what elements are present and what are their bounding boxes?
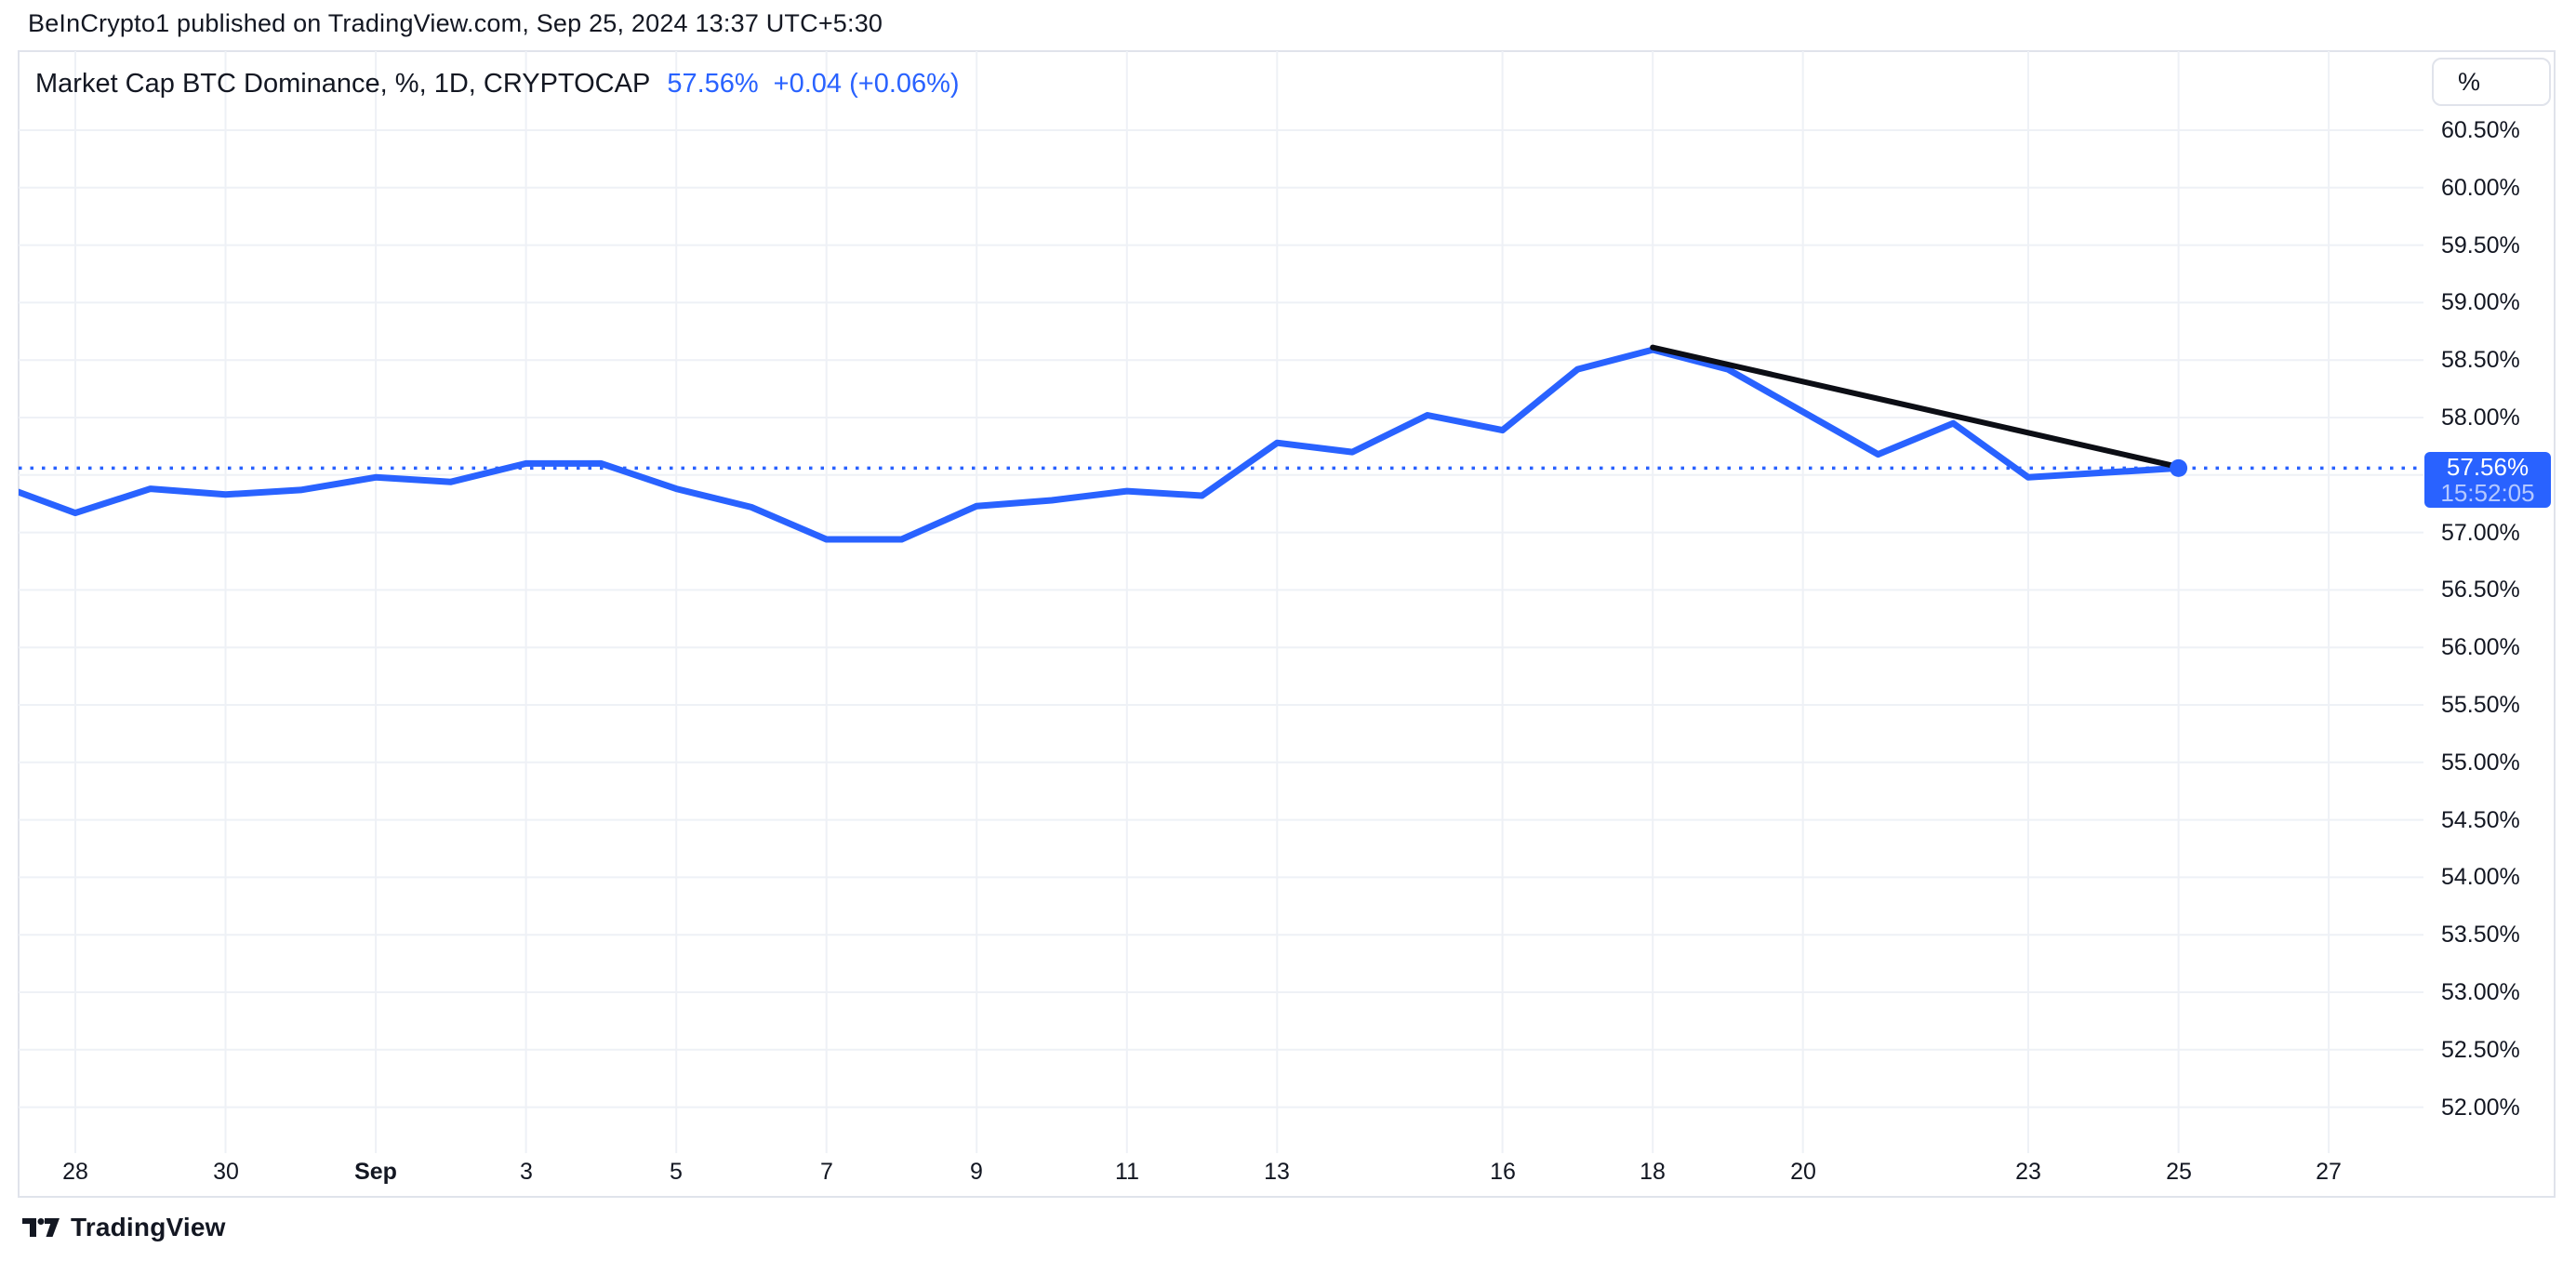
published-attribution: BeInCrypto1 published on TradingView.com…	[28, 9, 883, 37]
price-axis[interactable]: 60.50% 60.00% 59.50% 59.00% 58.50% 58.00% 57.0…	[2423, 51, 2556, 1153]
time-axis-label: Sep	[354, 1159, 397, 1185]
time-axis-label: 9	[970, 1159, 983, 1185]
trend-line[interactable]	[1650, 344, 2182, 471]
price-axis-label: 59.00%	[2441, 289, 2520, 315]
price-axis-label: 58.50%	[2441, 347, 2520, 373]
price-axis-label: 53.00%	[2441, 979, 2520, 1005]
price-axis-label: 59.50%	[2441, 232, 2520, 259]
time-axis-label: 18	[1640, 1159, 1666, 1185]
price-axis-label: 54.50%	[2441, 807, 2520, 833]
time-axis-label: 23	[2015, 1159, 2041, 1185]
time-axis-label: 16	[1490, 1159, 1516, 1185]
price-axis-label: 55.00%	[2441, 750, 2520, 776]
time-axis-label: 27	[2316, 1159, 2342, 1185]
price-axis-label: 60.00%	[2441, 175, 2520, 201]
chart-plot-area[interactable]	[19, 51, 2423, 1153]
time-axis-label: 30	[213, 1159, 239, 1185]
tradingview-logo-icon[interactable]	[22, 1218, 60, 1237]
last-price-value: 57.56%	[2446, 453, 2530, 481]
legend-change: +0.04 (+0.06%)	[773, 69, 960, 99]
time-axis-label: 11	[1115, 1159, 1139, 1185]
legend-last-value: 57.56%	[667, 69, 759, 99]
tradingview-wordmark[interactable]: TradingView	[71, 1213, 226, 1241]
price-axis-label: 58.00%	[2441, 405, 2520, 431]
bar-close-countdown: 15:52:05	[2440, 479, 2535, 507]
footer: TradingView	[22, 1213, 226, 1242]
price-unit-button[interactable]: %	[2432, 58, 2551, 106]
grid	[19, 51, 2423, 1153]
symbol-title: Market Cap BTC Dominance, %, 1D, CRYPTOC…	[35, 69, 651, 99]
price-axis-label: 56.00%	[2441, 634, 2520, 660]
time-axis-label: 25	[2166, 1159, 2192, 1185]
chart-frame	[18, 50, 2556, 1198]
price-unit-label: %	[2458, 67, 2481, 96]
last-price-dot	[2170, 458, 2188, 477]
time-axis-label: 20	[1790, 1159, 1816, 1185]
last-price-label: 57.56% 15:52:05	[2424, 452, 2551, 508]
series-line	[19, 346, 2179, 543]
price-axis-label: 55.50%	[2441, 692, 2520, 718]
price-axis-label: 57.00%	[2441, 520, 2520, 546]
price-axis-label: 52.50%	[2441, 1037, 2520, 1063]
price-axis-label: 60.50%	[2441, 117, 2520, 143]
price-axis-label: 54.00%	[2441, 864, 2520, 890]
time-axis-label: 7	[820, 1159, 833, 1185]
price-axis-label: 52.00%	[2441, 1095, 2520, 1121]
price-axis-label: 53.50%	[2441, 922, 2520, 948]
chart-legend: Market Cap BTC Dominance, %, 1D, CRYPTOC…	[35, 69, 960, 100]
legend-values: 57.56% +0.04 (+0.06%)	[667, 69, 959, 100]
time-axis-label: 3	[520, 1159, 533, 1185]
price-axis-label: 56.50%	[2441, 577, 2520, 603]
time-axis[interactable]: 28 30 Sep 3 5 7 9 11 13 16 18 20 23 25 27	[19, 1153, 2423, 1196]
time-axis-label: 28	[62, 1159, 88, 1185]
time-axis-label: 13	[1264, 1159, 1290, 1185]
time-axis-label: 5	[670, 1159, 683, 1185]
